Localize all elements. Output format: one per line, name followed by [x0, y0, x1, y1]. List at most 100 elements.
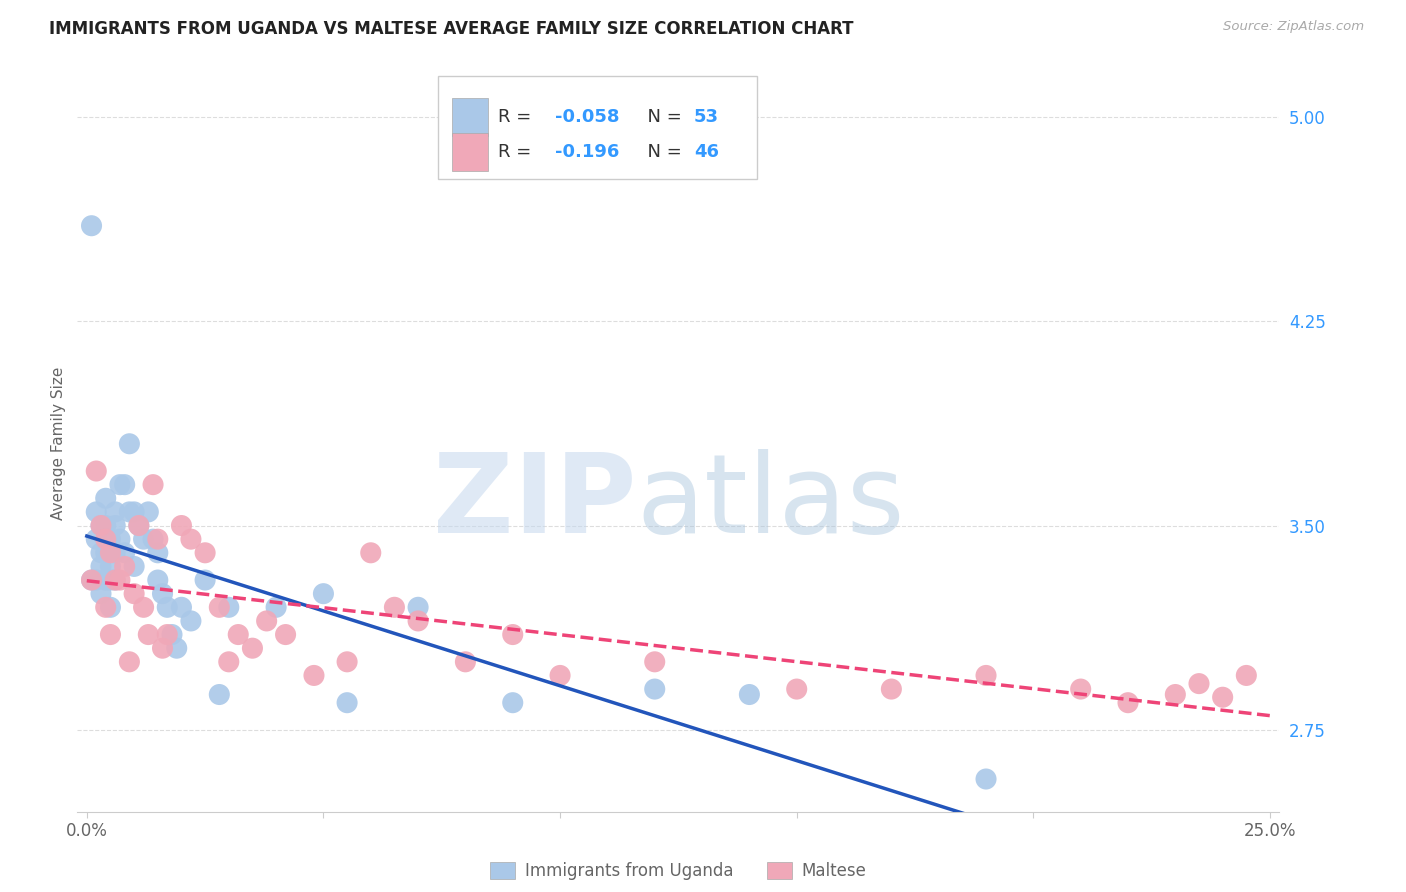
- Point: [94, 546, 117, 560]
- Point: [108, 477, 131, 491]
- Point: [118, 437, 141, 451]
- Point: [94, 518, 117, 533]
- Point: [360, 546, 382, 560]
- Point: [90, 518, 112, 533]
- Text: -0.196: -0.196: [554, 144, 619, 161]
- Point: [644, 682, 666, 697]
- Point: [644, 655, 666, 669]
- Point: [122, 505, 145, 519]
- Point: [100, 600, 122, 615]
- Text: 46: 46: [695, 144, 718, 161]
- Point: [880, 682, 903, 697]
- Point: [170, 518, 193, 533]
- Point: [738, 688, 761, 702]
- Point: [90, 518, 112, 533]
- Text: -0.058: -0.058: [554, 108, 619, 126]
- Point: [100, 573, 122, 587]
- Point: [166, 641, 188, 656]
- Point: [1116, 696, 1139, 710]
- Point: [114, 559, 136, 574]
- Point: [94, 491, 117, 506]
- Point: [1212, 690, 1234, 705]
- Point: [94, 573, 117, 587]
- Point: [90, 559, 112, 574]
- Point: [118, 505, 141, 519]
- Point: [108, 532, 131, 546]
- Text: IMMIGRANTS FROM UGANDA VS MALTESE AVERAGE FAMILY SIZE CORRELATION CHART: IMMIGRANTS FROM UGANDA VS MALTESE AVERAG…: [49, 20, 853, 37]
- Point: [128, 518, 150, 533]
- Point: [502, 696, 524, 710]
- Point: [1070, 872, 1092, 887]
- Point: [336, 655, 359, 669]
- Point: [180, 532, 202, 546]
- Point: [336, 696, 359, 710]
- Point: [312, 587, 335, 601]
- Point: [974, 668, 997, 682]
- Point: [80, 219, 103, 233]
- Point: [142, 532, 165, 546]
- Point: [114, 546, 136, 560]
- Point: [114, 477, 136, 491]
- Text: atlas: atlas: [637, 450, 905, 556]
- Point: [146, 546, 169, 560]
- Text: R =: R =: [498, 108, 537, 126]
- Point: [156, 600, 179, 615]
- Point: [100, 559, 122, 574]
- Point: [104, 573, 127, 587]
- Point: [100, 627, 122, 641]
- Point: [90, 546, 112, 560]
- Point: [384, 600, 406, 615]
- Point: [136, 627, 159, 641]
- Point: [1188, 676, 1211, 690]
- Point: [80, 573, 103, 587]
- Point: [128, 518, 150, 533]
- Point: [84, 505, 107, 519]
- Y-axis label: Average Family Size: Average Family Size: [51, 368, 66, 520]
- Point: [974, 772, 997, 786]
- Point: [90, 587, 112, 601]
- Text: N =: N =: [637, 144, 688, 161]
- Point: [132, 532, 155, 546]
- Point: [100, 532, 122, 546]
- Point: [1234, 668, 1257, 682]
- Point: [242, 641, 264, 656]
- Point: [84, 573, 107, 587]
- Point: [122, 587, 145, 601]
- Point: [502, 627, 524, 641]
- Point: [152, 587, 174, 601]
- Point: [136, 505, 159, 519]
- Point: [84, 464, 107, 478]
- Point: [160, 627, 183, 641]
- Point: [132, 600, 155, 615]
- Text: ZIP: ZIP: [433, 450, 637, 556]
- Point: [156, 627, 179, 641]
- Point: [146, 532, 169, 546]
- Point: [218, 600, 240, 615]
- Point: [80, 573, 103, 587]
- Point: [406, 614, 429, 628]
- Point: [180, 614, 202, 628]
- Point: [302, 668, 325, 682]
- Point: [218, 655, 240, 669]
- Point: [226, 627, 249, 641]
- Point: [256, 614, 278, 628]
- Point: [104, 546, 127, 560]
- Point: [1070, 682, 1092, 697]
- Text: Source: ZipAtlas.com: Source: ZipAtlas.com: [1223, 20, 1364, 33]
- Point: [94, 532, 117, 546]
- Point: [84, 532, 107, 546]
- Legend: Immigrants from Uganda, Maltese: Immigrants from Uganda, Maltese: [482, 853, 875, 888]
- Point: [170, 600, 193, 615]
- Point: [104, 505, 127, 519]
- Point: [122, 559, 145, 574]
- Point: [194, 573, 217, 587]
- Point: [1164, 688, 1187, 702]
- Point: [146, 573, 169, 587]
- Point: [142, 477, 165, 491]
- FancyBboxPatch shape: [453, 133, 488, 171]
- Point: [104, 573, 127, 587]
- Point: [108, 573, 131, 587]
- Point: [274, 627, 297, 641]
- Point: [152, 641, 174, 656]
- Point: [406, 600, 429, 615]
